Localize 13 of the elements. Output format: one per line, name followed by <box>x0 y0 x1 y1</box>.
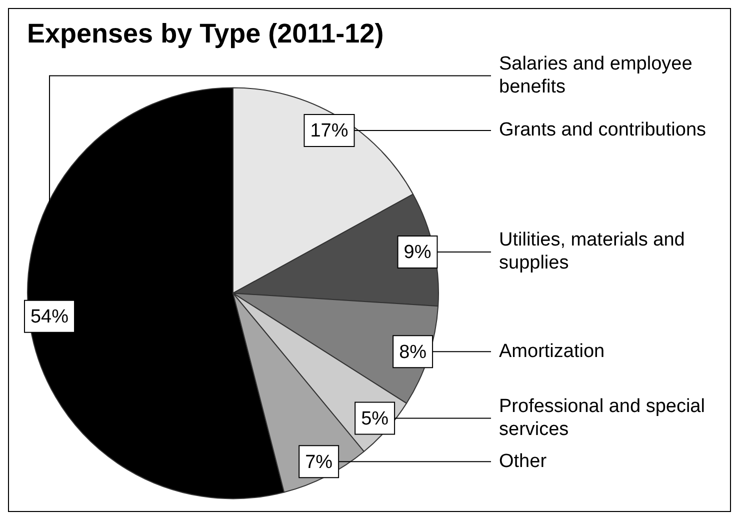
data-label: 8% <box>399 342 427 363</box>
slice-label: Salaries and employee benefits <box>499 53 692 98</box>
slice-label: Professional and special services <box>499 396 705 440</box>
data-label: 17% <box>310 120 348 142</box>
data-label: 5% <box>361 408 389 430</box>
data-label: 9% <box>404 242 432 264</box>
data-label: 7% <box>305 452 333 473</box>
slice-label: Utilities, materials and supplies <box>499 230 685 274</box>
chart-title: Expenses by Type (2011-12) <box>27 18 384 49</box>
slice-label: Other <box>499 450 548 472</box>
slice-label: Grants and contributions <box>499 120 706 141</box>
data-label: 54% <box>30 306 69 328</box>
slice-label: Amortization <box>499 340 605 362</box>
